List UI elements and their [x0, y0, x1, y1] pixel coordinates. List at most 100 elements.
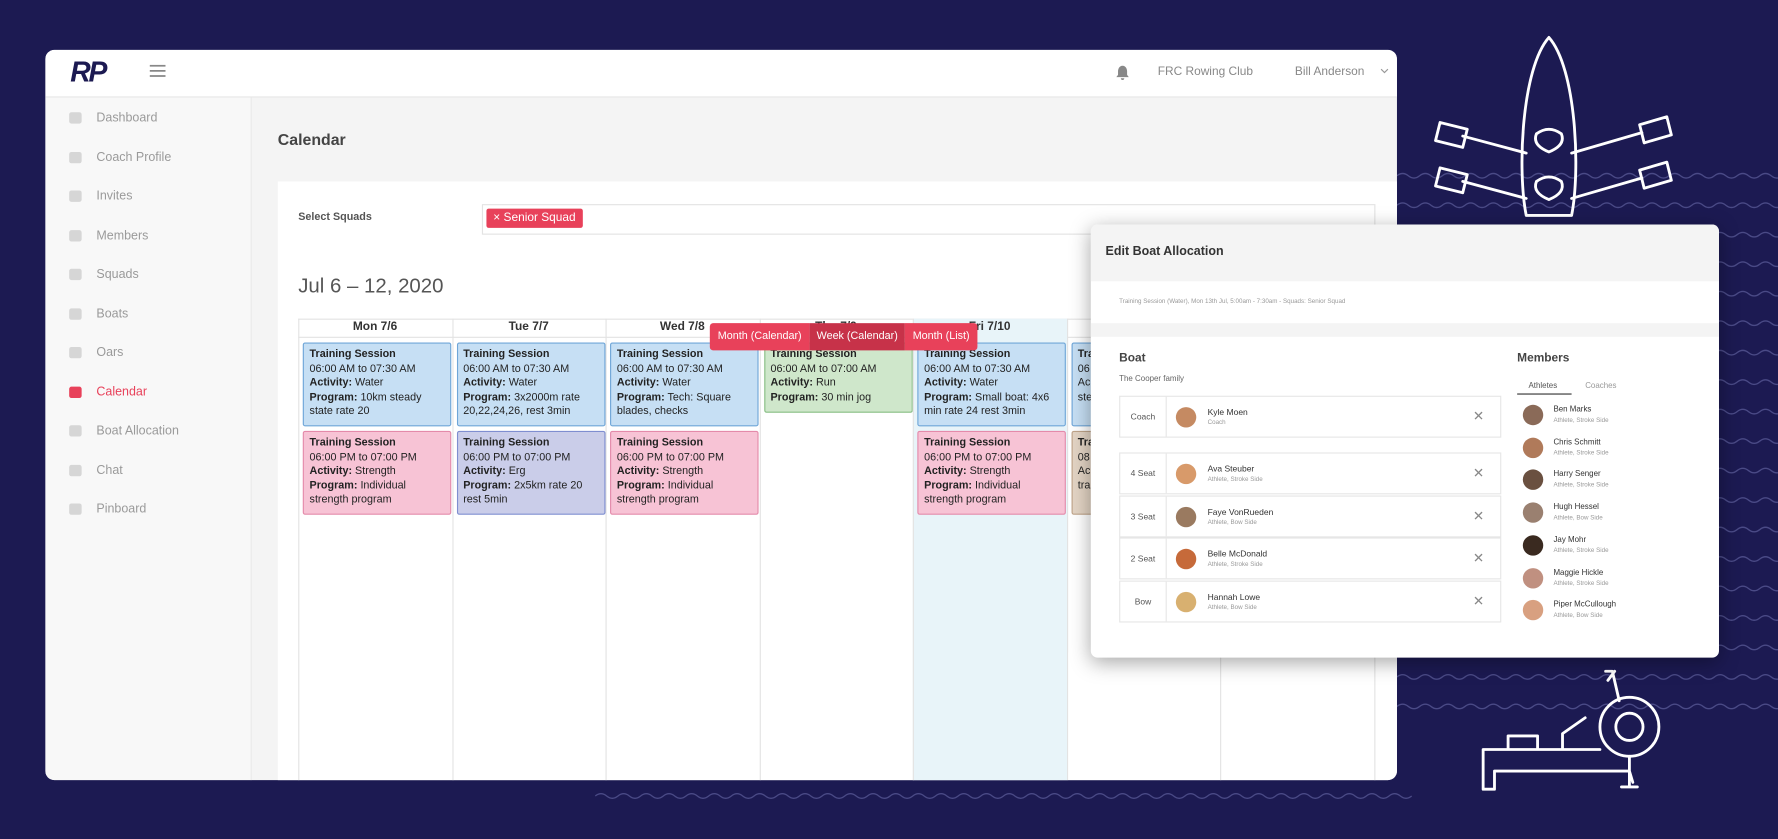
seat-row: 2 Seat Belle McDonald Athlete, Stroke Side… — [1119, 537, 1502, 580]
member-name[interactable]: Ben Marks — [1553, 405, 1592, 414]
event[interactable]: Training Session 06:00 AM to 07:30 AM Acti… — [917, 342, 1066, 427]
event[interactable]: Training Session 06:00 PM to 07:00 PM Acti… — [456, 430, 605, 515]
member-role: Athlete, Stroke Side — [1553, 547, 1609, 555]
member-role: Athlete, Stroke Side — [1553, 449, 1609, 457]
value: 10km steady state rate 20 — [309, 390, 422, 418]
athlete-name: Kyle Moen — [1207, 407, 1248, 418]
seat-row: Coach Kyle Moen Coach ✕ — [1119, 395, 1502, 438]
view-button[interactable]: Week (Calendar) — [809, 323, 905, 351]
nav-item[interactable]: Boat Allocation — [96, 424, 179, 438]
view-button[interactable]: Month (Calendar) — [709, 323, 810, 351]
view-button[interactable]: Month (List) — [904, 323, 978, 351]
event-activity: Activity: Strength — [924, 465, 1059, 479]
nav-item[interactable]: Squads — [96, 267, 139, 282]
wave — [1396, 172, 1778, 179]
event[interactable]: Training Session 06:00 PM to 07:00 PM Acti… — [917, 430, 1066, 515]
event[interactable]: Training Session 06:00 PM to 07:00 PM Acti… — [302, 430, 452, 515]
top-bar: RP FRC Rowing Club Bill Anderson — [45, 49, 1397, 98]
modal-title: Edit Boat Allocation — [1105, 244, 1224, 259]
member-name[interactable]: Hugh Hessel — [1553, 503, 1599, 512]
avatar — [1522, 404, 1544, 426]
avatar — [1175, 591, 1197, 613]
event-text: Tra — [1077, 436, 1094, 450]
event-activity: Activity: Water — [463, 376, 598, 390]
nav-item[interactable]: Oars — [96, 345, 124, 360]
logo[interactable]: RP — [70, 56, 107, 89]
user-menu[interactable]: Bill Anderson — [1294, 64, 1365, 79]
avatar — [1175, 463, 1197, 485]
event[interactable]: Training Session 06:00 AM to 07:30 AM Acti… — [302, 342, 452, 427]
remove-button[interactable]: ✕ — [1472, 549, 1485, 566]
remove-button[interactable]: ✕ — [1472, 507, 1485, 524]
nav-item[interactable]: Coach Profile — [96, 150, 172, 164]
nav-item[interactable]: Pinboard — [96, 502, 147, 516]
separator — [1090, 323, 1719, 337]
event-time: 06:00 AM to 07:30 AM — [309, 362, 416, 375]
label: Activity: — [309, 376, 353, 389]
tab[interactable]: Coaches — [1585, 382, 1617, 391]
nav-icon — [69, 386, 82, 398]
remove-button[interactable]: ✕ — [1472, 593, 1485, 609]
athlete-name: Belle McDonald — [1207, 548, 1268, 560]
event-time: 06:00 AM to 07:30 AM — [463, 362, 570, 375]
label: Program: — [309, 390, 358, 404]
event-activity: Activity: Water — [924, 376, 1059, 390]
value: Run — [815, 376, 836, 389]
seat-label: Bow — [1120, 581, 1167, 622]
club-name[interactable]: FRC Rowing Club — [1157, 64, 1253, 79]
nav-item[interactable]: Invites — [96, 189, 133, 203]
remove-button[interactable]: ✕ — [1472, 464, 1485, 481]
member-role: Athlete, Stroke Side — [1553, 482, 1609, 490]
event[interactable]: Training Session 06:00 AM to 07:30 AM Acti… — [610, 342, 759, 427]
menu-icon[interactable] — [149, 64, 166, 77]
member-name[interactable]: Chris Schmitt — [1553, 438, 1601, 447]
bell-icon[interactable] — [1116, 65, 1130, 81]
event[interactable]: Training Session 06:00 AM to 07:30 AM Acti… — [456, 342, 605, 427]
nav-item[interactable]: Boats — [96, 306, 129, 321]
event-time: 06:00 AM to 07:00 AM — [770, 362, 877, 375]
event-title: Training Session — [770, 348, 857, 361]
label: Activity: — [463, 464, 506, 478]
remove-button[interactable]: ✕ — [1472, 408, 1485, 425]
member-role: Athlete, Stroke Side — [1553, 417, 1609, 425]
member-name[interactable]: Piper McCullough — [1553, 601, 1617, 610]
nav-item[interactable]: Calendar — [96, 384, 147, 399]
event-activity: Activity: Run — [770, 376, 905, 390]
avatar — [1175, 506, 1197, 528]
date-range: Jul 6 – 12, 2020 — [298, 274, 444, 298]
event-text: Ac — [1077, 376, 1091, 389]
nav-item[interactable]: Chat — [96, 463, 123, 477]
nav-icon — [69, 268, 82, 281]
tab[interactable]: Athletes — [1528, 382, 1558, 391]
wave — [1396, 673, 1778, 680]
event-time: 06:00 AM to 07:30 AM — [924, 362, 1031, 375]
event[interactable]: Training Session 06:00 AM to 07:00 AM Acti… — [763, 342, 913, 413]
avatar — [1522, 567, 1544, 588]
avatar — [1522, 534, 1544, 556]
value: Water — [508, 376, 538, 389]
label: Activity: — [616, 464, 660, 478]
value: Erg — [508, 464, 526, 478]
member-name[interactable]: Harry Senger — [1553, 471, 1601, 479]
label: Program: — [309, 479, 358, 492]
value: Strength — [662, 464, 704, 478]
avatar — [1522, 600, 1544, 621]
day-header: Fri 7/10 — [968, 319, 1011, 334]
squad-chip[interactable]: × Senior Squad — [486, 208, 583, 228]
member-name[interactable]: Jay Mohr — [1553, 536, 1587, 545]
event[interactable]: Training Session 06:00 PM to 07:00 PM Acti… — [610, 430, 759, 515]
event-program: Program: 3x2000m rate 20,22,24,26, rest … — [463, 391, 598, 419]
event-title: Training Session — [309, 348, 396, 361]
seat-label: 2 Seat — [1120, 538, 1167, 579]
nav-item[interactable]: Dashboard — [96, 111, 158, 125]
label: Program: — [770, 390, 819, 404]
label: Program: — [616, 479, 665, 492]
event-program: Program: Tech: Square blades, checks — [617, 391, 752, 419]
nav-icon — [69, 346, 82, 359]
squad-select[interactable] — [481, 204, 1376, 235]
nav-item[interactable]: Members — [96, 228, 149, 243]
event-program: Program: Individual strength program — [617, 479, 752, 507]
wave — [594, 793, 1413, 799]
member-name[interactable]: Maggie Hickle — [1553, 568, 1604, 577]
value: Tech: Square blades, checks — [616, 390, 732, 418]
